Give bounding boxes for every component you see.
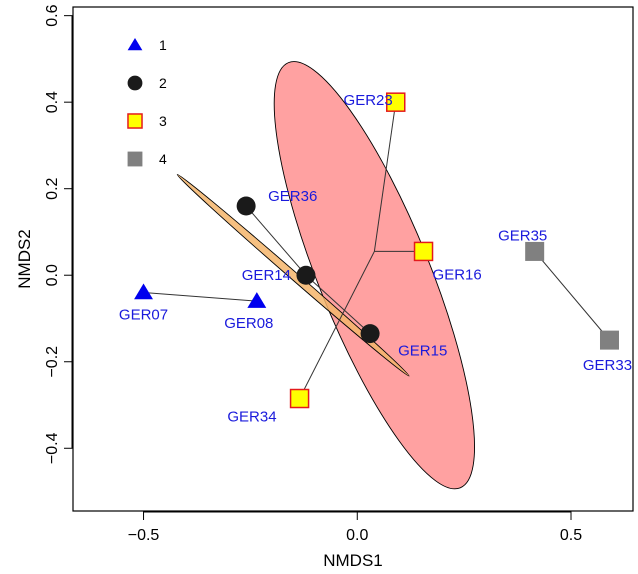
spider-line-group-3-1 [373,102,397,252]
point-labels: GER07 GER08 GER36 GER14 GER15 GER23 GER16 GER34… [119,92,632,425]
point-label-ger14: GER14 [242,267,291,284]
y-axis: −0.4 −0.2 0.0 0.2 0.4 0.6 [44,4,73,464]
point-label-ger23: GER23 [344,92,393,109]
y-tick-label-4: 0.4 [44,91,61,113]
spider-line-group-2-2 [305,274,371,334]
legend-label-1: 1 [159,37,167,53]
legend-label-2: 2 [159,75,167,91]
x-axis-title: NMDS1 [323,551,383,570]
x-tick-label-1: 0.0 [346,527,368,544]
point-ger16 [413,241,434,262]
point-ger14 [296,265,316,285]
data-points [134,92,619,409]
point-ger36 [236,196,256,216]
point-ger07 [134,283,153,300]
legend-marker-3 [127,113,143,129]
point-ger15 [360,324,380,344]
spider-line-group-3-3 [299,251,375,399]
ellipse-group-2 [176,173,410,377]
point-label-ger15: GER15 [398,343,447,360]
point-label-ger07: GER07 [119,307,168,324]
plot-frame [72,6,634,512]
spider-line-group-2-1 [245,205,307,276]
point-ger23 [385,92,406,112]
y-tick-label-5: 0.6 [44,4,61,26]
y-axis-title: NMDS2 [15,229,34,289]
point-ger33 [599,330,619,350]
point-ger34 [289,388,310,409]
spider-line-group-4-1 [534,251,610,341]
legend: 1 2 3 4 [127,37,167,167]
x-tick-label-0: −0.5 [128,527,160,544]
point-label-ger35: GER35 [498,227,547,244]
y-tick-label-2: 0.0 [44,264,61,286]
legend-marker-1 [127,37,143,51]
group-spider-lines [143,102,610,399]
point-label-ger08: GER08 [224,315,273,332]
group-ellipses [176,61,475,490]
point-label-ger33: GER33 [583,357,632,374]
legend-marker-2 [127,75,143,91]
x-axis: −0.5 0.0 0.5 [128,511,582,544]
point-label-ger36: GER36 [268,188,317,205]
y-tick-label-3: 0.2 [44,177,61,199]
legend-marker-4 [127,151,143,167]
point-ger08 [247,292,267,308]
spider-line-group-1-1 [143,292,257,302]
y-tick-label-0: −0.4 [44,432,61,464]
point-ger35 [525,241,545,261]
legend-label-3: 3 [159,113,167,129]
point-label-ger34: GER34 [227,409,276,426]
x-tick-label-2: 0.5 [560,527,582,544]
y-tick-label-1: −0.2 [44,346,61,378]
legend-label-4: 4 [159,151,167,167]
point-label-ger16: GER16 [433,266,482,283]
